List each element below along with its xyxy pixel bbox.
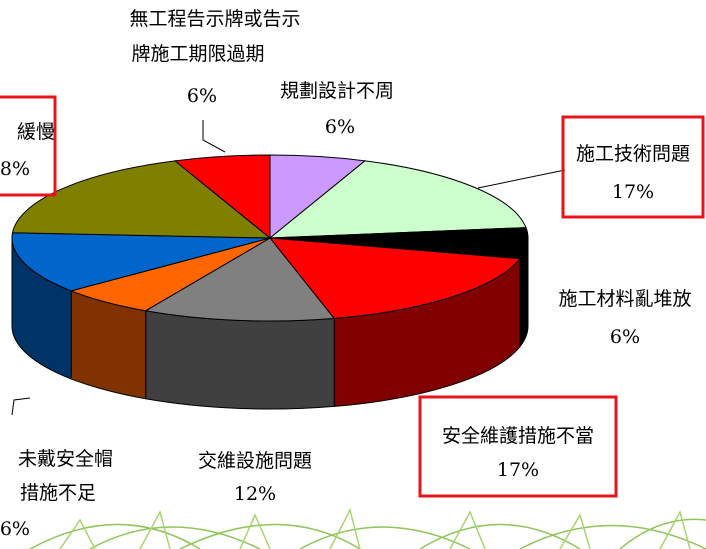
leader-line — [478, 170, 565, 188]
grass — [30, 510, 706, 549]
value-label: 12% — [234, 483, 276, 505]
chart: 規劃設計不周 6% 施工技術問題 17% 施工材料亂堆放 6% 安全維護措施不當 17% 交維設… — [0, 0, 706, 549]
slice-label: 安全維護措施不當 — [442, 425, 594, 447]
highlight-box — [0, 97, 55, 195]
slice-label: 施工技術問題 — [576, 143, 690, 165]
slice-label: 牌施工期限過期 — [131, 43, 264, 65]
value-label: 17% — [497, 459, 539, 481]
slice-label: 緩慢 — [17, 121, 55, 143]
leader-line — [12, 398, 30, 415]
slice-label: 施工材料亂堆放 — [558, 288, 691, 310]
value-label: 18% — [0, 158, 30, 180]
value-label: 6% — [0, 518, 30, 540]
slice-label: 無工程告示牌或告示 — [129, 8, 300, 30]
value-label: 6% — [610, 326, 640, 348]
leader-line — [203, 120, 225, 152]
page: 規劃設計不周 6% 施工技術問題 17% 施工材料亂堆放 6% 安全維護措施不當 17% 交維設… — [0, 0, 706, 549]
slice-label: 措施不足 — [20, 482, 96, 504]
slice-side — [146, 311, 334, 409]
slice-label: 交維設施問題 — [198, 450, 312, 472]
value-label: 6% — [325, 116, 355, 138]
value-label: 6% — [187, 85, 217, 107]
value-label: 17% — [612, 181, 654, 203]
slice-label: 規劃設計不周 — [280, 80, 394, 102]
slice-label: 未戴安全帽 — [18, 448, 113, 470]
